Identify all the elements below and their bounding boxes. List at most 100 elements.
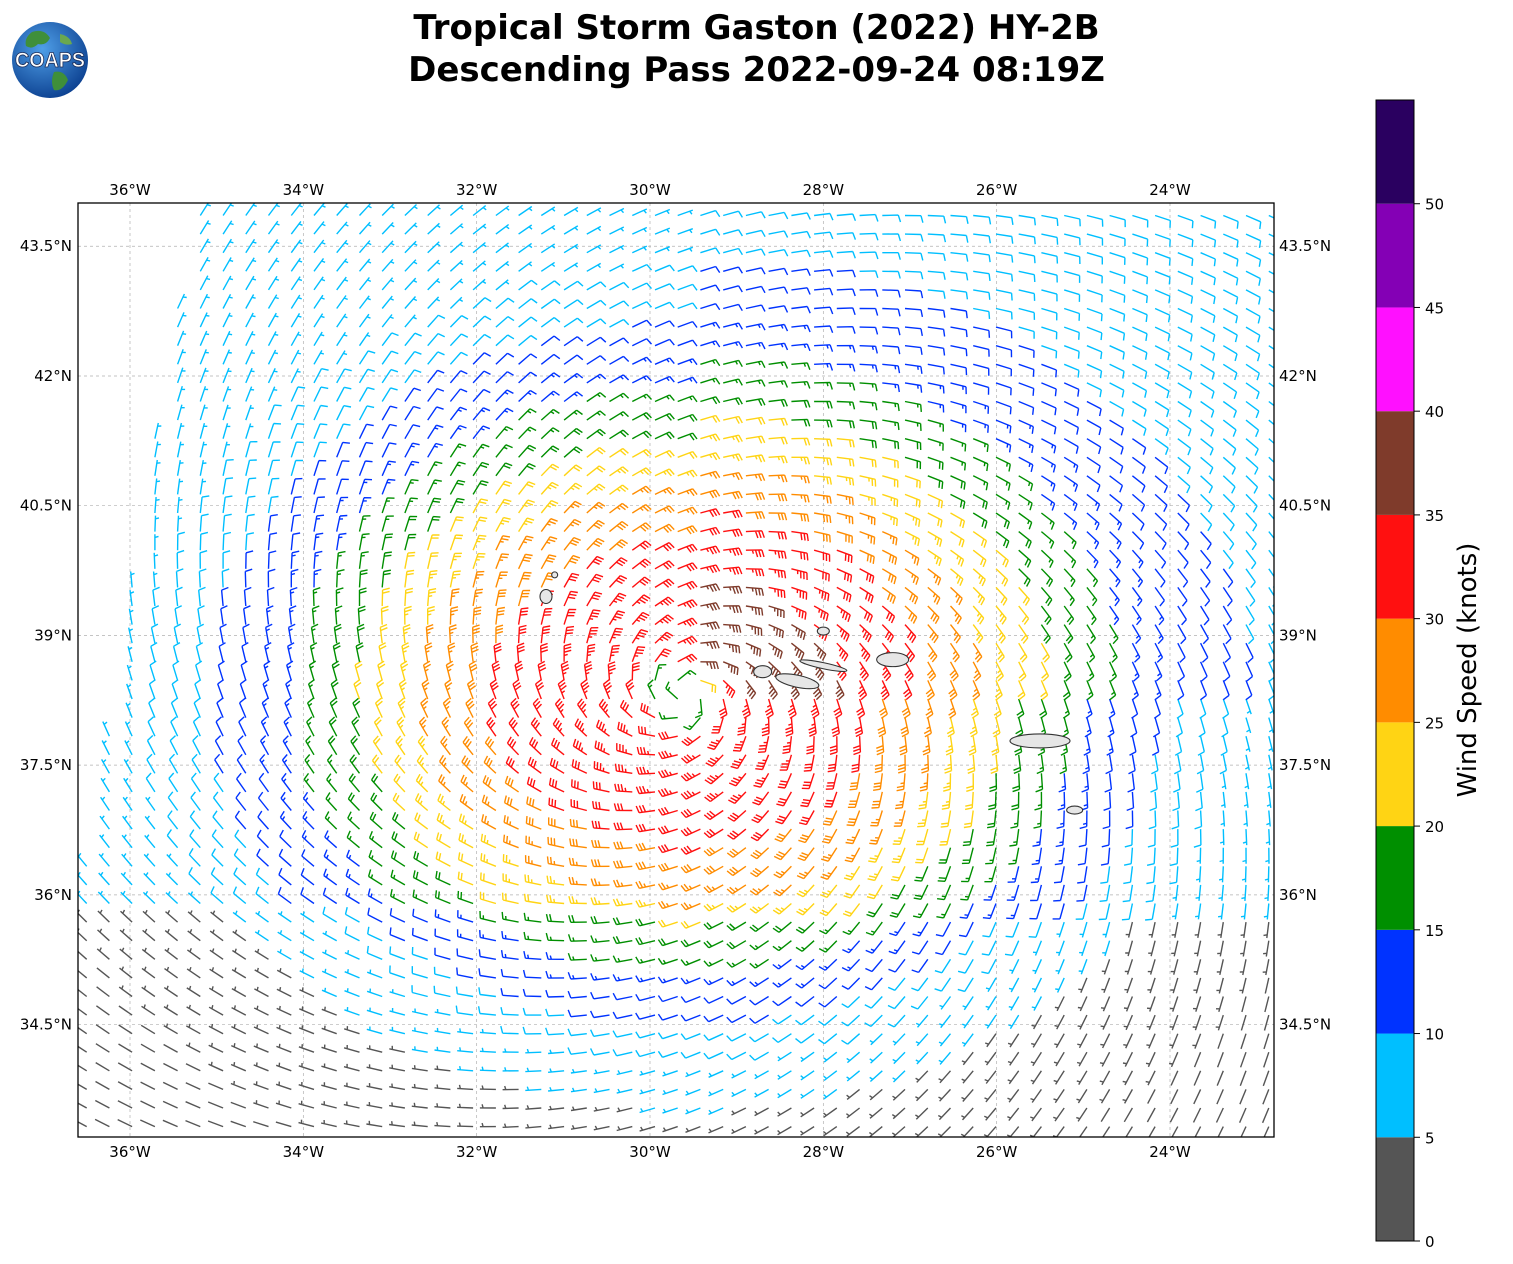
wind-barb xyxy=(970,698,979,719)
wind-barb xyxy=(657,995,678,1003)
wind-barb xyxy=(1018,419,1034,434)
wind-barb xyxy=(616,1088,633,1094)
wind-barb xyxy=(772,921,792,933)
wind-barb xyxy=(1053,866,1065,884)
wind-barb xyxy=(1086,270,1103,284)
wind-barb xyxy=(328,716,338,737)
wind-barb xyxy=(1101,959,1111,975)
wind-barb xyxy=(1240,1033,1247,1050)
wind-barb xyxy=(325,792,338,811)
wind-barb xyxy=(992,717,1001,738)
wind-barb xyxy=(525,816,542,830)
wind-barb xyxy=(1036,754,1045,775)
wind-barb xyxy=(593,1069,610,1075)
wind-barb xyxy=(654,375,675,384)
wind-barb xyxy=(1222,326,1238,343)
wind-barb xyxy=(427,605,435,625)
wind-barb xyxy=(1109,326,1126,341)
wind-barb xyxy=(745,248,766,256)
wind-barb xyxy=(779,754,793,771)
wind-barb xyxy=(1079,940,1088,957)
wind-barb xyxy=(238,716,247,737)
wind-barb xyxy=(904,512,921,527)
wind-barb xyxy=(635,937,656,946)
wind-barb xyxy=(1126,791,1135,812)
wind-barb xyxy=(245,495,256,514)
wind-barb xyxy=(968,736,977,756)
wind-barb xyxy=(654,614,674,626)
wind-barb xyxy=(262,679,270,700)
wind-barb xyxy=(728,791,747,805)
wind-barb xyxy=(449,388,468,402)
wind-barb xyxy=(302,810,315,830)
wind-barb xyxy=(677,209,694,217)
lat-tick-label-right: 43.5°N xyxy=(1279,237,1331,255)
wind-barb xyxy=(481,814,497,830)
wind-barb xyxy=(881,568,897,585)
wind-barb xyxy=(343,1082,360,1091)
wind-barb xyxy=(1223,233,1239,248)
wind-barb xyxy=(887,977,906,991)
wind-barb xyxy=(950,382,967,395)
wind-barb xyxy=(404,460,420,477)
wind-barb xyxy=(745,511,766,520)
wind-barb xyxy=(944,754,953,774)
colorbar-tick-label: 10 xyxy=(1425,1026,1444,1044)
wind-barb xyxy=(461,755,474,774)
wind-barb xyxy=(411,1027,428,1035)
wind-barb xyxy=(163,1062,178,1072)
wind-barb xyxy=(199,423,208,439)
wind-barb xyxy=(904,530,920,547)
wind-barb xyxy=(749,940,769,951)
wind-barb xyxy=(245,349,255,365)
wind-barb xyxy=(478,987,496,998)
wind-barb xyxy=(842,921,861,936)
wind-barb xyxy=(1198,717,1206,738)
wind-barb xyxy=(526,796,542,812)
wind-barb xyxy=(631,411,652,421)
wind-barb xyxy=(1216,1089,1224,1105)
wind-barb xyxy=(995,363,1012,377)
wind-barb xyxy=(253,1005,269,1016)
wind-barb xyxy=(1177,512,1190,532)
wind-barb xyxy=(922,736,931,756)
wind-barb xyxy=(563,354,584,365)
wind-barb xyxy=(245,423,254,439)
wind-barb xyxy=(1108,642,1118,663)
wind-barb xyxy=(1192,1107,1202,1123)
island-shape xyxy=(753,665,773,679)
wind-barb xyxy=(1018,270,1036,283)
wind-barb xyxy=(995,289,1013,301)
lat-tick-label-left: 36°N xyxy=(34,886,72,904)
wind-barb xyxy=(344,950,360,960)
wind-barb xyxy=(1200,456,1214,475)
wind-barb xyxy=(680,864,701,874)
wind-barb xyxy=(290,276,303,291)
wind-barb xyxy=(78,928,88,942)
wind-barb xyxy=(545,913,565,923)
wind-barb xyxy=(1245,307,1261,324)
wind-barb xyxy=(731,1107,747,1116)
wind-barb xyxy=(927,363,945,375)
wind-barb xyxy=(152,571,158,588)
wind-barb xyxy=(723,434,743,443)
lat-tick-label-left: 39°N xyxy=(34,626,72,644)
wind-barb xyxy=(1086,586,1098,607)
wind-barb xyxy=(745,605,764,616)
wind-barb xyxy=(658,711,678,720)
wind-barb xyxy=(404,424,421,440)
wind-barb xyxy=(191,753,201,774)
wind-barb xyxy=(1105,754,1113,775)
wind-barb xyxy=(420,697,429,718)
wind-barb xyxy=(495,407,514,421)
wind-barb xyxy=(313,459,327,477)
wind-barb xyxy=(749,977,769,988)
wind-barb xyxy=(367,869,383,886)
wind-barb xyxy=(381,203,395,216)
wind-barb xyxy=(590,973,610,981)
wind-barb xyxy=(540,408,560,421)
wind-barb xyxy=(768,323,789,332)
wind-barb xyxy=(1081,773,1090,793)
wind-barb xyxy=(404,240,418,254)
wind-barb xyxy=(1007,1107,1020,1122)
